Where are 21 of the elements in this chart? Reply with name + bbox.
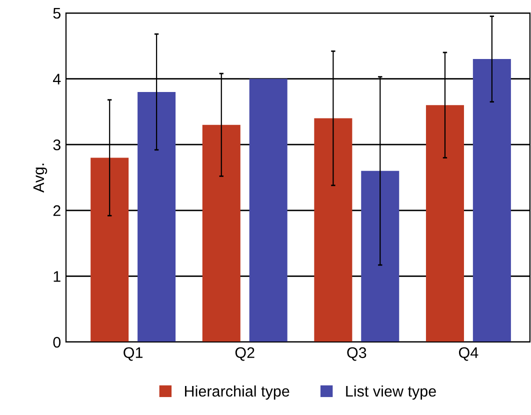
bar [90, 158, 129, 342]
y-tick-label: 2 [53, 205, 60, 216]
y-tick-label: 0 [53, 336, 61, 348]
x-tick-label: Q1 [124, 347, 143, 361]
x-tick-label: Q4 [458, 347, 478, 361]
y-tick-label: 4 [52, 74, 61, 84]
y-tick-label: 1 [54, 271, 60, 282]
y-tick-label: 5 [53, 8, 60, 19]
bar [472, 59, 511, 342]
legend-label: Hierarchial type [185, 385, 290, 400]
y-tick-label: 3 [53, 139, 60, 150]
bar [249, 78, 288, 342]
bar [361, 170, 400, 342]
bar [314, 118, 352, 342]
bar [426, 105, 464, 342]
y-axis-title: Avg. [33, 164, 48, 193]
x-tick-label: Q2 [235, 347, 254, 361]
bar [202, 124, 240, 342]
legend-label: List view type [346, 385, 436, 400]
x-tick-label: Q3 [347, 347, 366, 361]
bar [138, 92, 176, 342]
